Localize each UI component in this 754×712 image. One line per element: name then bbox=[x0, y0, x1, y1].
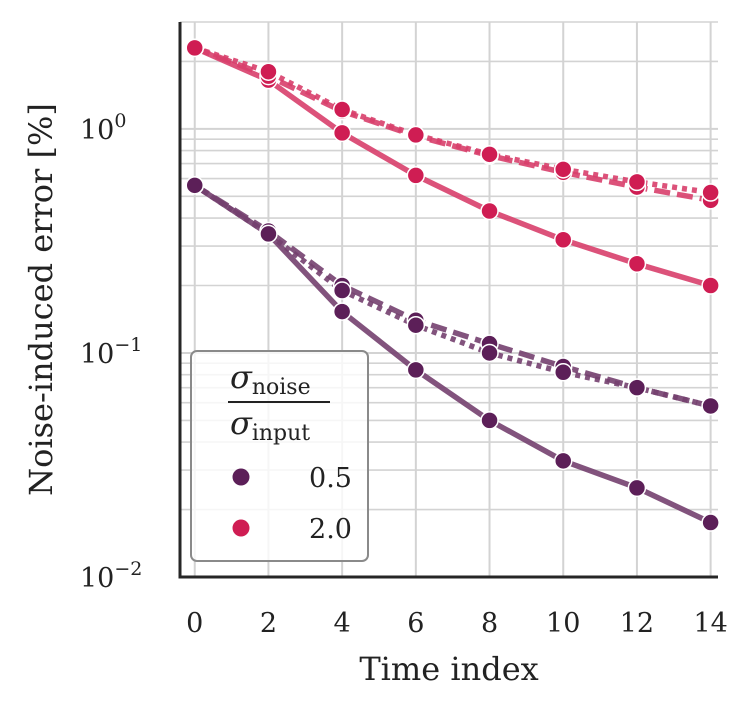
data-point bbox=[553, 451, 573, 471]
data-point bbox=[332, 302, 352, 321]
x-tick-label: 4 bbox=[334, 608, 351, 639]
data-point bbox=[701, 183, 720, 202]
x-tick-label: 12 bbox=[620, 608, 654, 639]
series-line-2.0-solid bbox=[191, 45, 714, 289]
legend-marker bbox=[232, 519, 250, 537]
data-point bbox=[553, 160, 573, 179]
y-axis-label: Noise-induced error [%] bbox=[22, 103, 60, 496]
data-point bbox=[627, 378, 647, 397]
data-point bbox=[332, 100, 352, 119]
ticks: 0 2 4 6 8 10 12 14 100 10−1 10−2 bbox=[80, 110, 728, 639]
x-axis-label: Time index bbox=[359, 650, 538, 688]
data-point bbox=[185, 176, 204, 195]
y-tick-label: 10−2 bbox=[80, 558, 142, 594]
series-line-2.0-dotted bbox=[193, 45, 711, 196]
data-point bbox=[259, 62, 278, 81]
x-tick-label: 14 bbox=[693, 608, 727, 639]
x-tick-label: 6 bbox=[407, 608, 424, 639]
data-point bbox=[406, 125, 426, 145]
series-line-2.0-dashed bbox=[193, 45, 712, 204]
legend-label: 2.0 bbox=[309, 514, 352, 545]
axes bbox=[178, 22, 718, 579]
data-point bbox=[553, 363, 573, 382]
y-tick-label: 100 bbox=[80, 110, 126, 146]
x-tick-label: 0 bbox=[186, 608, 203, 639]
data-point bbox=[480, 145, 499, 164]
x-tick-label: 10 bbox=[546, 608, 580, 639]
legend-box bbox=[190, 350, 369, 562]
data-point bbox=[480, 343, 499, 363]
x-tick-label: 2 bbox=[260, 608, 277, 639]
data-point bbox=[185, 38, 204, 58]
data-point bbox=[406, 166, 426, 185]
series-line-0.5-dotted bbox=[193, 183, 712, 409]
data-point bbox=[406, 315, 426, 335]
data-point bbox=[701, 513, 720, 532]
data-point bbox=[480, 411, 499, 430]
legend-label: 0.5 bbox=[309, 463, 352, 494]
data-point bbox=[480, 201, 499, 221]
series-layer bbox=[185, 38, 720, 532]
legend-title-denominator: σinput bbox=[230, 404, 310, 446]
legend-marker bbox=[232, 468, 250, 486]
x-tick-label: 8 bbox=[481, 608, 498, 639]
data-point bbox=[627, 254, 647, 274]
legend-title-numerator: σnoise bbox=[230, 358, 311, 400]
series-line-0.5-solid bbox=[191, 182, 714, 526]
y-tick-label: 10−1 bbox=[80, 334, 142, 370]
data-point bbox=[701, 396, 720, 416]
data-point bbox=[332, 281, 352, 300]
data-point bbox=[627, 478, 647, 498]
data-point bbox=[259, 224, 278, 244]
data-point bbox=[406, 360, 426, 380]
data-point bbox=[627, 172, 647, 192]
data-point bbox=[553, 230, 573, 250]
data-point bbox=[332, 123, 352, 143]
data-point bbox=[701, 276, 720, 295]
